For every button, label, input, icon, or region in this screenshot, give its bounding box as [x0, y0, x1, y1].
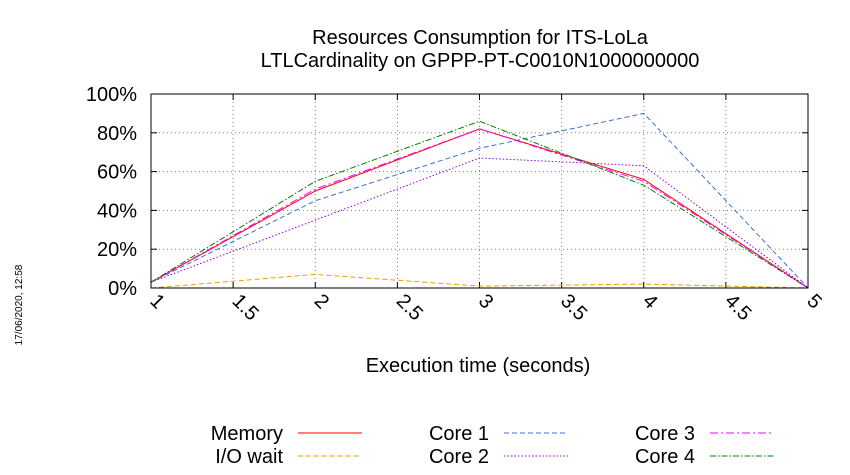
grid-lines [151, 94, 808, 288]
x-tick-label: 1 [145, 290, 168, 313]
legend-label: Core 2 [429, 446, 489, 468]
legend-label: Core 1 [429, 423, 489, 445]
legend-label: Core 3 [635, 423, 695, 445]
y-tick-label: 40% [97, 200, 137, 222]
x-tick-label: 4.5 [720, 290, 755, 325]
y-tick-label: 100% [86, 84, 137, 106]
y-axis-ticks: 0% 20% 40% 60% 80% 100% [86, 84, 808, 300]
x-axis-ticks: 1 1.5 2 2.5 3 3.5 4 4.5 5 [145, 94, 826, 325]
legend-label: I/O wait [215, 446, 283, 468]
x-tick-label: 2 [310, 290, 333, 313]
x-tick-label: 3.5 [556, 290, 591, 325]
timestamp: 17/06/2020, 12:58 [14, 264, 25, 345]
data-series [150, 112, 809, 289]
x-axis-label: Execution time (seconds) [366, 355, 591, 377]
series-line-core-2 [150, 157, 809, 289]
x-tick-label: 1.5 [228, 290, 263, 325]
x-tick-label: 5 [802, 290, 825, 313]
x-tick-label: 4 [638, 290, 661, 313]
y-tick-label: 20% [97, 239, 137, 261]
x-tick-label: 2.5 [392, 290, 427, 325]
plot-frame [150, 93, 809, 289]
series-line-core-4 [150, 120, 809, 289]
series-line-core-1 [150, 112, 809, 289]
chart-title-line-1: Resources Consumption for ITS-LoLa [312, 27, 649, 49]
x-tick-label: 3 [474, 290, 497, 313]
legend-label: Core 4 [635, 446, 695, 468]
series-line-core-3 [150, 128, 809, 289]
legend-label: Memory [211, 423, 283, 445]
y-tick-label: 80% [97, 123, 137, 145]
series-line-i-o-wait [150, 273, 809, 289]
series-line-memory [150, 128, 809, 289]
chart-title-line-2: LTLCardinality on GPPP-PT-C0010N10000000… [261, 50, 700, 72]
y-tick-label: 0% [108, 278, 137, 300]
y-tick-label: 60% [97, 162, 137, 184]
